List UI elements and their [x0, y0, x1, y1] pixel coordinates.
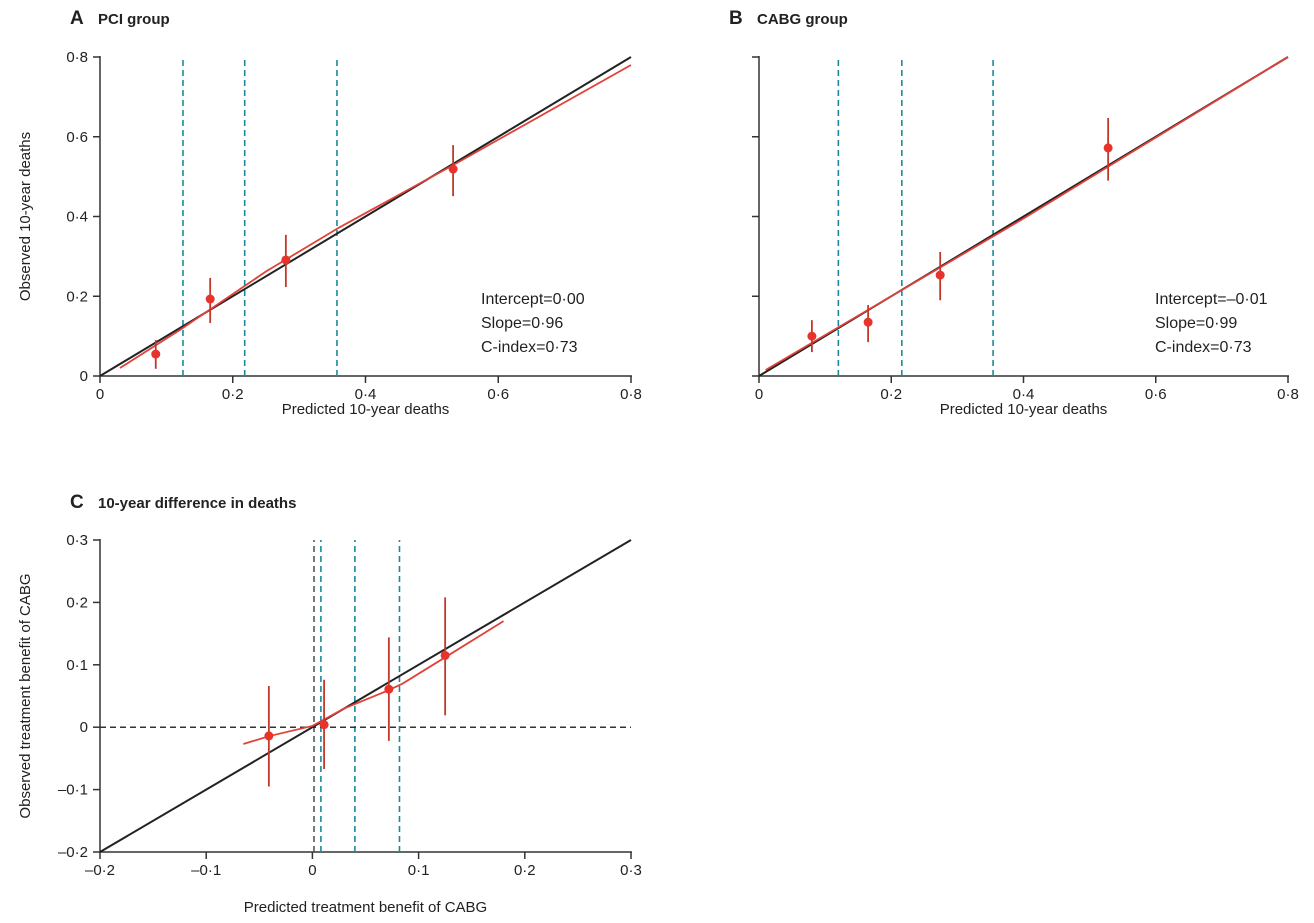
y-tick-label: 0	[80, 368, 88, 385]
ideal-calibration-line	[99, 539, 632, 853]
y-tick-label: 0·2	[66, 594, 88, 611]
x-axis-label: Predicted treatment benefit of CABG	[244, 899, 487, 916]
observed-point	[319, 720, 329, 730]
observed-point	[440, 650, 450, 660]
x-tick-label: 0·4	[355, 386, 377, 403]
x-tick-label: 0·3	[620, 862, 642, 879]
x-tick-label: –0·1	[191, 862, 221, 879]
panel-c: C 10-year difference in deaths –0·2 –0·1 0 0·…	[17, 492, 642, 916]
panel-title: PCI group	[98, 11, 170, 28]
smoothed-calibration-curve	[243, 620, 505, 745]
y-tick-label: 0	[80, 719, 88, 736]
x-tick-label: 0	[755, 386, 763, 403]
x-tick-label: 0	[96, 386, 104, 403]
panel-letter: B	[729, 8, 743, 29]
y-tick-label: 0·4	[66, 209, 88, 226]
calibration-stat: Intercept=0·00	[481, 291, 585, 308]
observed-point	[1103, 143, 1113, 153]
calibration-stat: Slope=0·96	[481, 315, 563, 332]
panel-letter: A	[70, 8, 84, 29]
smoothed-calibration-curve	[119, 64, 632, 369]
x-tick-label: 0·2	[222, 386, 244, 403]
x-axis-label: Predicted 10-year deaths	[940, 401, 1108, 418]
observed-point	[264, 731, 274, 741]
y-tick-label: –0·1	[58, 782, 88, 799]
y-tick-label: –0·2	[58, 844, 88, 861]
x-tick-label: 0·2	[880, 386, 902, 403]
x-tick-label: 0·4	[1013, 386, 1035, 403]
observed-point	[807, 331, 817, 341]
y-axis-label: Observed treatment benefit of CABG	[17, 573, 34, 818]
x-tick-label: 0·6	[487, 386, 509, 403]
y-axis-label: Observed 10-year deaths	[17, 132, 34, 301]
observed-point	[205, 294, 215, 304]
observed-point	[281, 255, 291, 265]
calibration-stat: C-index=0·73	[481, 339, 578, 356]
panel-b: B CABG group 0 0·2 0·4 0·6 0·8 Predicted 10-yea…	[729, 8, 1299, 418]
y-tick-label: 0·1	[66, 657, 88, 674]
observed-point	[863, 317, 873, 327]
observed-point	[448, 164, 458, 174]
panel-title: 10-year difference in deaths	[98, 495, 296, 512]
calibration-stat: Intercept=–0·01	[1155, 291, 1268, 308]
ideal-calibration-line	[99, 56, 632, 377]
observed-point	[935, 270, 945, 280]
panel-title: CABG group	[757, 11, 848, 28]
observed-point	[384, 684, 394, 694]
observed-point	[151, 349, 161, 359]
x-axis-label: Predicted 10-year deaths	[282, 401, 450, 418]
y-tick-label: 0·3	[66, 532, 88, 549]
calibration-stat: Slope=0·99	[1155, 315, 1237, 332]
y-tick-label: 0·2	[66, 288, 88, 305]
smoothed-calibration-curve	[765, 56, 1289, 371]
x-tick-label: 0	[308, 862, 316, 879]
x-tick-label: 0·8	[1277, 386, 1299, 403]
calibration-stat: C-index=0·73	[1155, 339, 1252, 356]
y-tick-label: 0·6	[66, 129, 88, 146]
x-tick-label: 0·2	[514, 862, 536, 879]
y-tick-label: 0·8	[66, 49, 88, 66]
x-tick-label: –0·2	[85, 862, 115, 879]
panel-letter: C	[70, 492, 84, 513]
panel-a: A PCI group 0 0·2 0·4 0·6 0·8 0 0·2 0·4 0·6 0·8 Pred…	[17, 8, 642, 418]
x-tick-label: 0·8	[620, 386, 642, 403]
x-tick-label: 0·6	[1145, 386, 1167, 403]
x-tick-label: 0·1	[408, 862, 430, 879]
